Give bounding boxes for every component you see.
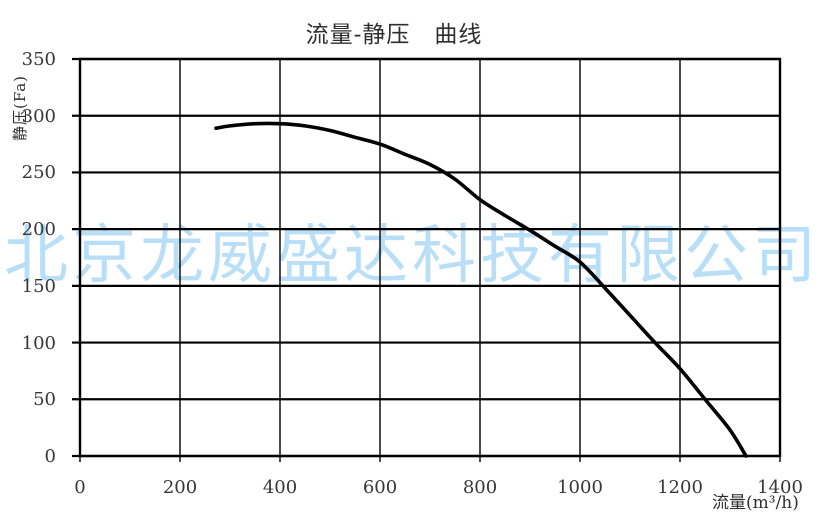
y-tick-label: 250 [21, 162, 56, 184]
y-tick-label: 350 [21, 49, 56, 70]
y-tick-label: 150 [21, 275, 56, 297]
plot-border [78, 57, 782, 458]
y-tick-label: 300 [21, 105, 56, 127]
x-tick-label: 1000 [557, 477, 603, 498]
x-tick-label: 0 [74, 477, 86, 498]
x-axis-label: 流量(m³/h) [712, 493, 799, 513]
y-tick-label: 50 [33, 389, 56, 411]
chart-title: 流量-静压 曲线 [305, 22, 483, 48]
x-tick-label: 800 [462, 477, 498, 498]
grid-lines [72, 57, 781, 462]
x-tick-label: 600 [362, 477, 398, 498]
x-tick-label: 400 [262, 477, 298, 498]
y-tick-label: 200 [21, 219, 56, 241]
x-tick-label: 200 [162, 477, 198, 498]
y-tick-label: 100 [21, 332, 56, 354]
y-tick-label: 0 [44, 446, 56, 467]
x-tick-label: 1200 [657, 477, 703, 498]
x-tick-label: 1400 [757, 477, 803, 498]
flow-pressure-curve [214, 121, 748, 458]
